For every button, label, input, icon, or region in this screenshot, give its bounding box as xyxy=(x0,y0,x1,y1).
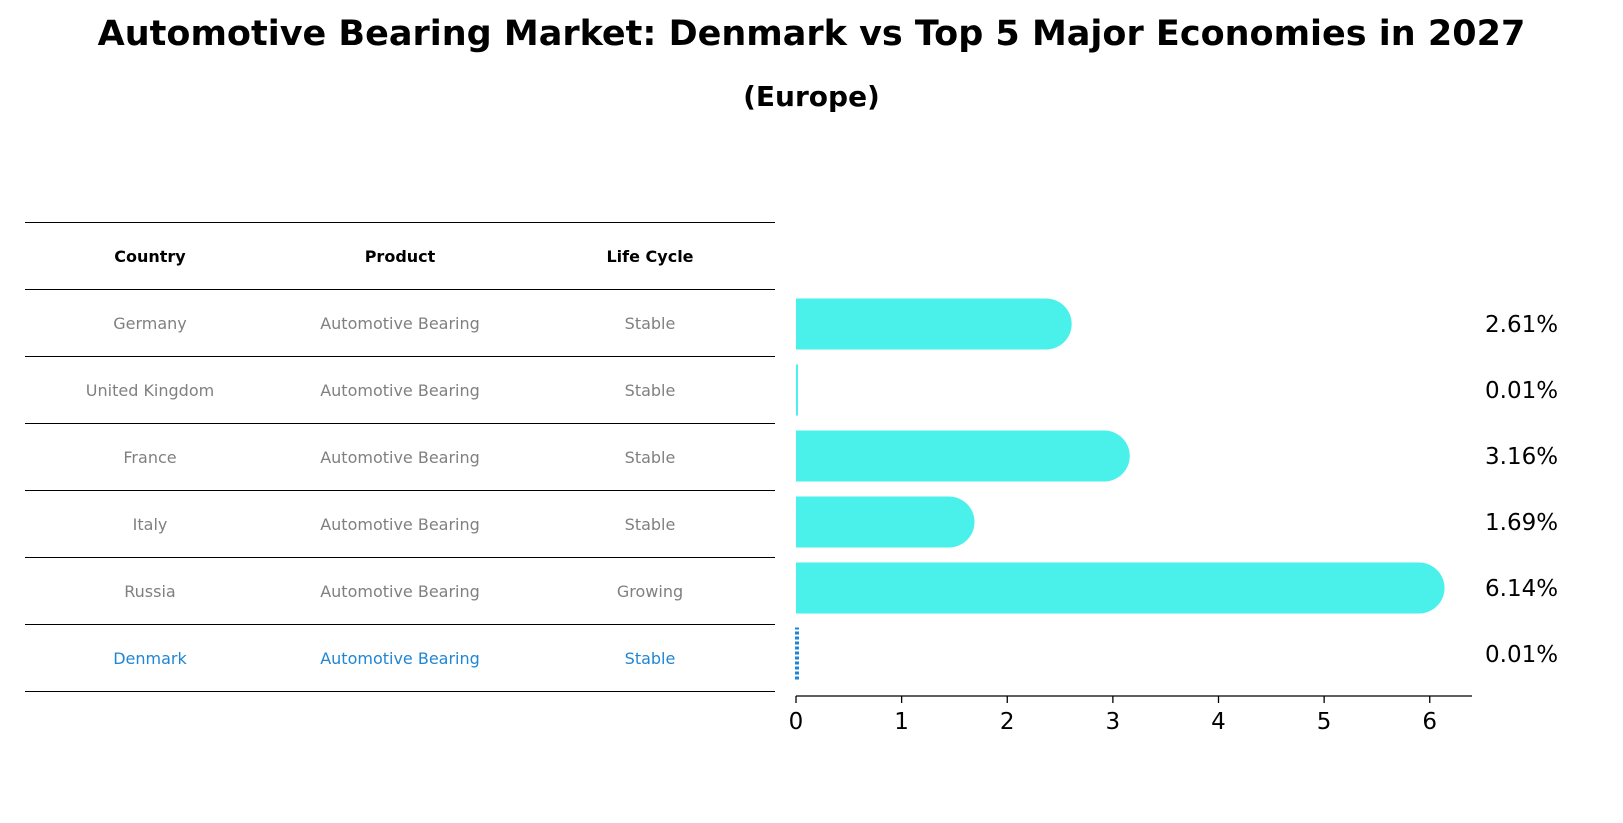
cell-country: United Kingdom xyxy=(25,356,275,424)
x-tick-label: 3 xyxy=(1106,709,1121,735)
cell-life-cycle: Growing xyxy=(525,557,775,625)
value-label-united-kingdom: 0.01% xyxy=(1485,378,1558,404)
value-label-germany: 2.61% xyxy=(1485,312,1558,338)
x-tick-label: 2 xyxy=(1000,709,1015,735)
x-tick-label: 5 xyxy=(1317,709,1332,735)
cell-country: France xyxy=(25,423,275,491)
table-row: United Kingdom Automotive Bearing Stable xyxy=(25,356,775,424)
value-label-italy: 1.69% xyxy=(1485,510,1558,536)
chart-subtitle: (Europe) xyxy=(743,80,880,113)
value-label-denmark: 0.01% xyxy=(1485,642,1558,668)
cell-product: Automotive Bearing xyxy=(275,490,525,558)
header-product: Product xyxy=(275,222,525,290)
cell-life-cycle: Stable xyxy=(525,624,775,692)
table-row: Germany Automotive Bearing Stable xyxy=(25,289,775,357)
bar-united-kingdom xyxy=(796,364,798,416)
x-tick-label: 1 xyxy=(894,709,909,735)
bar-germany xyxy=(796,298,1072,350)
header-country: Country xyxy=(25,222,275,290)
cell-life-cycle: Stable xyxy=(525,423,775,491)
table-row-highlighted: Denmark Automotive Bearing Stable xyxy=(25,624,775,692)
comparison-table: Country Product Life Cycle Germany Autom… xyxy=(25,222,775,692)
cell-life-cycle: Stable xyxy=(525,289,775,357)
x-tick-label: 4 xyxy=(1211,709,1226,735)
table-row: Italy Automotive Bearing Stable xyxy=(25,490,775,558)
cell-product: Automotive Bearing xyxy=(275,624,525,692)
table-row: France Automotive Bearing Stable xyxy=(25,423,775,491)
cell-country: Russia xyxy=(25,557,275,625)
bar-france xyxy=(796,430,1130,482)
x-tick-label: 0 xyxy=(789,709,804,735)
x-tick-label: 6 xyxy=(1422,709,1437,735)
cell-product: Automotive Bearing xyxy=(275,289,525,357)
cell-country: Germany xyxy=(25,289,275,357)
bar-italy xyxy=(796,496,975,548)
cell-life-cycle: Stable xyxy=(525,490,775,558)
cell-product: Automotive Bearing xyxy=(275,356,525,424)
cell-country: Denmark xyxy=(25,624,275,692)
cell-life-cycle: Stable xyxy=(525,356,775,424)
value-label-france: 3.16% xyxy=(1485,444,1558,470)
bar-russia xyxy=(796,562,1445,614)
table-header-row: Country Product Life Cycle xyxy=(25,222,775,290)
value-label-russia: 6.14% xyxy=(1485,576,1558,602)
bar-denmark xyxy=(795,627,799,681)
data-table: Country Product Life Cycle Germany Autom… xyxy=(25,222,775,692)
chart-title: Automotive Bearing Market: Denmark vs To… xyxy=(97,14,1526,54)
header-life-cycle: Life Cycle xyxy=(525,222,775,290)
cell-product: Automotive Bearing xyxy=(275,423,525,491)
cell-country: Italy xyxy=(25,490,275,558)
table-row: Russia Automotive Bearing Growing xyxy=(25,557,775,625)
